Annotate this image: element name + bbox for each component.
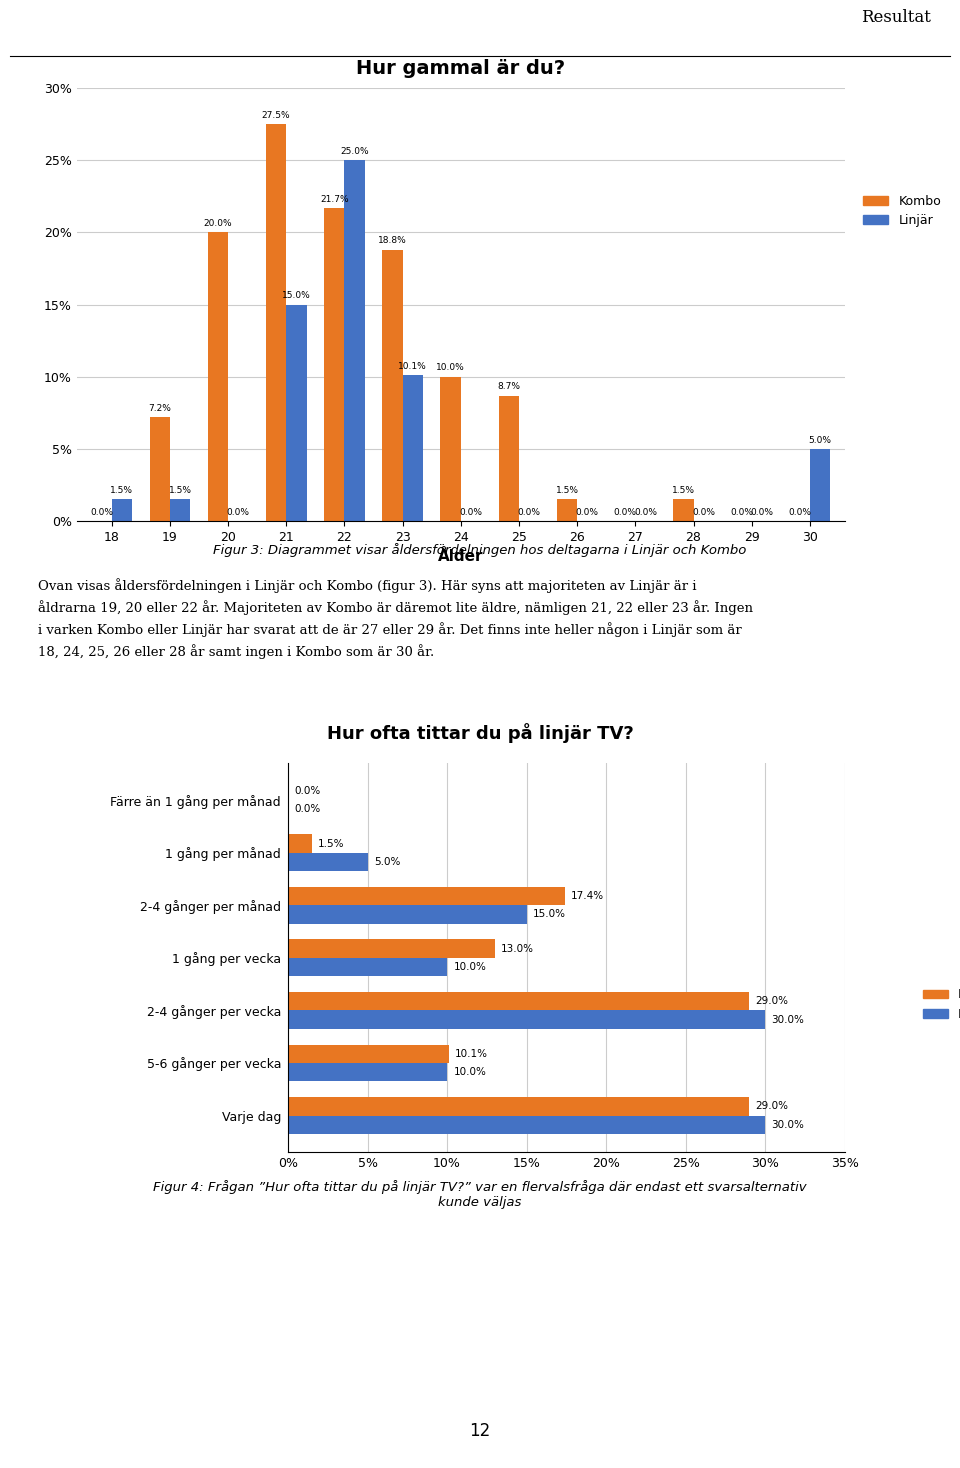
Bar [498,395,519,521]
Text: 29.0%: 29.0% [756,997,789,1006]
Text: 0.0%: 0.0% [730,508,753,517]
Bar [441,377,461,521]
Text: 27.5%: 27.5% [262,112,290,120]
Bar [111,499,132,521]
Text: 12: 12 [469,1422,491,1440]
Text: 20.0%: 20.0% [204,219,232,228]
Bar [288,1063,447,1082]
Text: 0.0%: 0.0% [613,508,636,517]
Bar [150,417,170,521]
Bar [324,208,345,521]
Text: 1.5%: 1.5% [318,838,345,849]
Text: 18.8%: 18.8% [378,236,407,245]
Text: 25.0%: 25.0% [340,147,369,156]
Text: 0.0%: 0.0% [634,508,657,517]
Text: 29.0%: 29.0% [756,1101,789,1111]
Text: Hur ofta tittar du på linjär TV?: Hur ofta tittar du på linjär TV? [326,722,634,743]
Bar [288,1116,765,1133]
Text: 30.0%: 30.0% [772,1014,804,1025]
Text: 0.0%: 0.0% [295,804,321,815]
Bar [673,499,693,521]
Text: 0.0%: 0.0% [227,508,250,517]
Bar [402,376,423,521]
Text: 0.0%: 0.0% [517,508,540,517]
Title: Hur gammal är du?: Hur gammal är du? [356,59,565,78]
Bar [288,887,564,906]
Text: Ovan visas åldersfördelningen i Linjär och Kombo (figur 3). Här syns att majorit: Ovan visas åldersfördelningen i Linjär o… [38,578,754,659]
Text: Figur 4: Frågan ”Hur ofta tittar du på linjär TV?” var en flervalsfråga där enda: Figur 4: Frågan ”Hur ofta tittar du på l… [154,1180,806,1210]
Text: 0.0%: 0.0% [576,508,599,517]
Bar [288,1097,750,1116]
Text: 5.0%: 5.0% [373,857,400,868]
Text: 0.0%: 0.0% [460,508,483,517]
Text: 7.2%: 7.2% [148,404,171,413]
Text: Figur 3: Diagrammet visar åldersfördelningen hos deltagarna i Linjär och Kombo: Figur 3: Diagrammet visar åldersfördelni… [213,543,747,558]
X-axis label: Ålder: Ålder [438,549,484,564]
Text: 10.0%: 10.0% [453,962,487,972]
Text: 0.0%: 0.0% [751,508,774,517]
Text: 0.0%: 0.0% [90,508,113,517]
Text: 30.0%: 30.0% [772,1120,804,1130]
Bar [288,940,494,959]
Bar [207,232,228,521]
Bar [382,250,402,521]
Text: 8.7%: 8.7% [497,382,520,390]
Text: 1.5%: 1.5% [672,486,695,495]
Bar [170,499,190,521]
Bar [288,834,312,853]
Text: 10.1%: 10.1% [455,1048,488,1058]
Bar [288,992,750,1010]
Text: 0.0%: 0.0% [295,785,321,796]
Text: 1.5%: 1.5% [556,486,579,495]
Bar [288,959,447,976]
Text: 0.0%: 0.0% [788,508,811,517]
Bar [288,906,527,923]
Text: 15.0%: 15.0% [533,910,566,919]
Bar [288,1045,448,1063]
Text: 1.5%: 1.5% [110,486,133,495]
Text: 0.0%: 0.0% [692,508,715,517]
Bar [288,853,368,871]
Text: 21.7%: 21.7% [320,195,348,204]
Bar [288,1010,765,1029]
Text: 10.1%: 10.1% [398,363,427,371]
Bar [810,449,830,521]
Bar [557,499,577,521]
Text: Resultat: Resultat [861,9,931,25]
Text: 1.5%: 1.5% [169,486,192,495]
Legend: Kombo, Linjär: Kombo, Linjär [918,984,960,1026]
Text: 5.0%: 5.0% [808,436,831,445]
Text: 10.0%: 10.0% [453,1067,487,1078]
Legend: Kombo, Linjär: Kombo, Linjär [858,189,946,232]
Text: 10.0%: 10.0% [436,364,465,373]
Bar [345,160,365,521]
Text: 15.0%: 15.0% [282,291,311,301]
Bar [266,125,286,521]
Text: 13.0%: 13.0% [501,944,534,954]
Bar [286,305,306,521]
Text: 17.4%: 17.4% [571,891,604,901]
